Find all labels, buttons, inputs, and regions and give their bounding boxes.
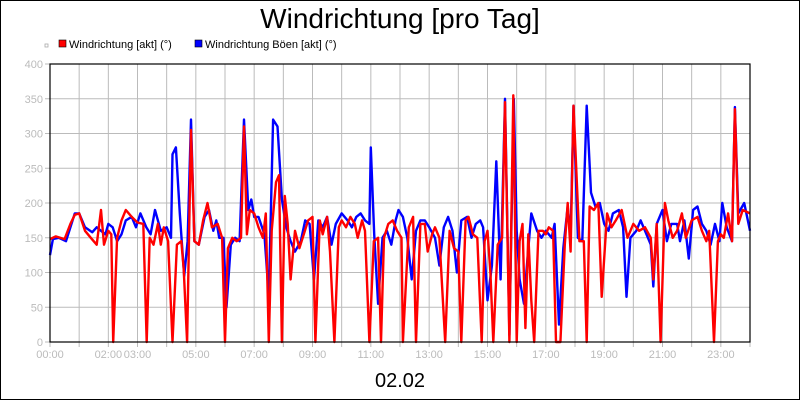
series-line-gust-direction <box>48 97 752 337</box>
legend-label-gust-direction: Windrichtung Böen [akt] (°) <box>205 39 337 51</box>
y-tick-label: 200 <box>25 198 43 210</box>
x-tick-label: 15:00 <box>474 349 502 361</box>
x-tick-label: 07:00 <box>240 349 268 361</box>
x-tick-label: 00:00 <box>36 349 64 361</box>
x-tick-label: 05:00 <box>182 349 210 361</box>
y-tick-label: 50 <box>31 302 43 314</box>
x-tick-label: 09:00 <box>299 349 327 361</box>
y-tick-label: 100 <box>25 268 43 280</box>
plot-frame <box>49 63 751 343</box>
y-tick-label: 150 <box>25 233 43 245</box>
y-axis-ticks: 0 50 100 150 200 250 300 350 400 <box>25 59 50 349</box>
series-line-wind-direction <box>49 94 751 344</box>
series-lines <box>48 94 752 344</box>
legend-label-wind-direction: Windrichtung [akt] (°) <box>69 39 172 51</box>
x-axis-date-label: 02.02 <box>375 370 425 392</box>
y-tick-label: 300 <box>25 129 43 141</box>
legend-marker-icon <box>44 43 49 48</box>
x-tick-label: 23:00 <box>707 349 735 361</box>
legend-swatch-red <box>58 39 67 48</box>
legend-swatch-blue <box>194 39 203 48</box>
x-tick-label: 17:00 <box>532 349 560 361</box>
x-tick-label: 03:00 <box>124 349 152 361</box>
x-tick-label: 02:00 <box>95 349 123 361</box>
y-tick-label: 350 <box>25 94 43 106</box>
y-tick-label: 250 <box>25 163 43 175</box>
y-tick-label: 400 <box>25 59 43 71</box>
x-tick-label: 21:00 <box>649 349 677 361</box>
legend: Windrichtung [akt] (°) Windrichtung Böen… <box>44 39 337 51</box>
x-tick-label: 19:00 <box>590 349 618 361</box>
chart-title: Windrichtung [pro Tag] <box>260 3 540 34</box>
x-tick-label: 13:00 <box>415 349 443 361</box>
y-tick-label: 0 <box>37 337 43 349</box>
x-tick-label: 11:00 <box>357 349 384 361</box>
x-axis-ticks: 00:00 02:00 03:00 05:00 07:00 09:00 11:00 13:00… <box>36 342 751 361</box>
